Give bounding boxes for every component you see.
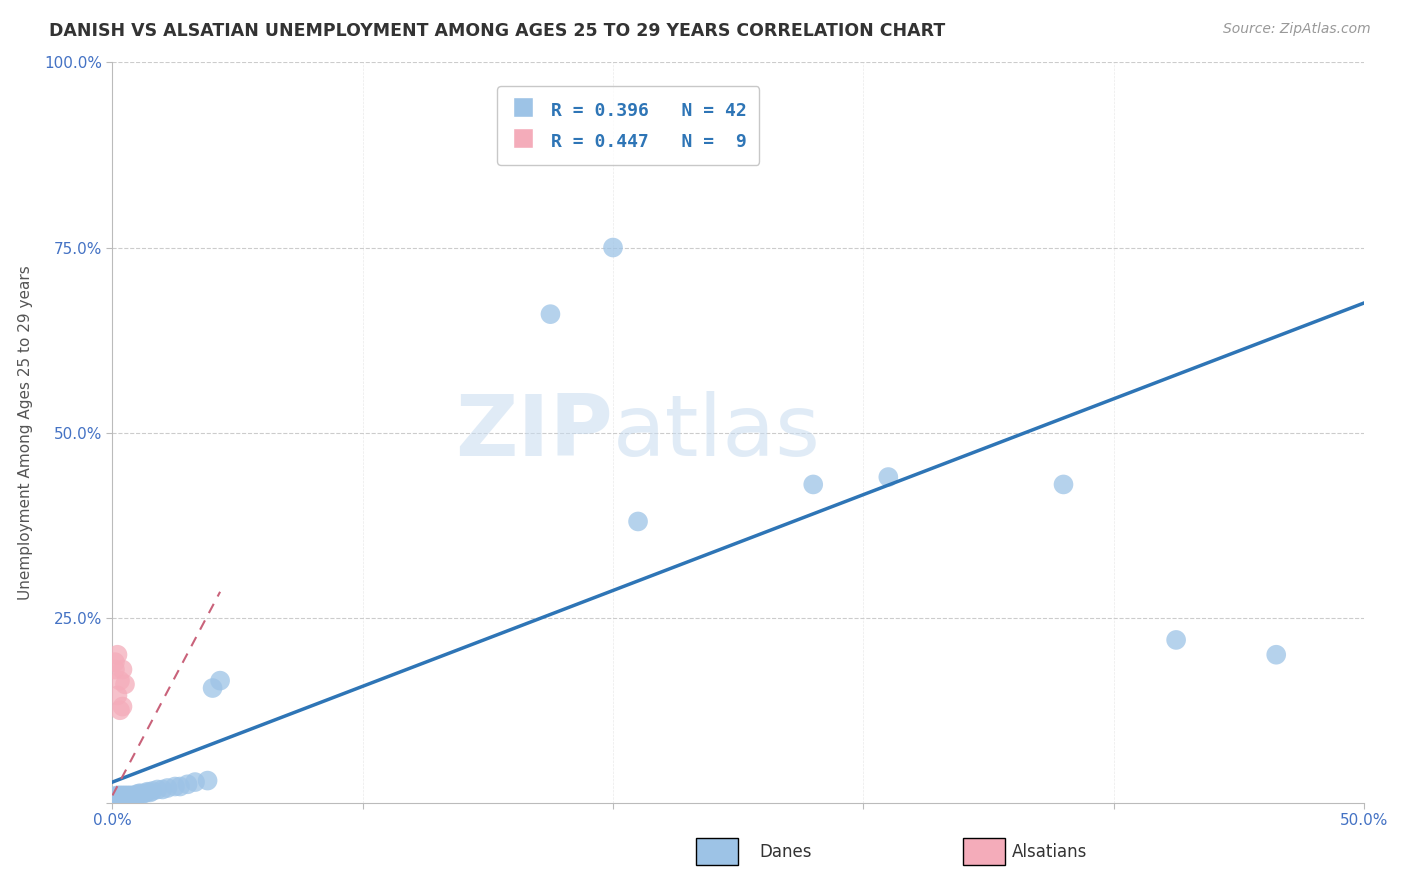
Point: [107, 648, 129, 662]
Point: [111, 789, 134, 803]
Point: [801, 477, 824, 491]
Point: [104, 790, 127, 805]
Text: atlas: atlas: [613, 391, 821, 475]
Point: [121, 789, 143, 804]
Legend: R = 0.396   N = 42, R = 0.447   N =  9: R = 0.396 N = 42, R = 0.447 N = 9: [496, 87, 759, 165]
Point: [111, 789, 134, 804]
Point: [209, 673, 232, 688]
Point: [104, 791, 127, 805]
Point: [131, 787, 153, 801]
Point: [1265, 648, 1288, 662]
Y-axis label: Unemployment Among Ages 25 to 29 years: Unemployment Among Ages 25 to 29 years: [18, 265, 32, 600]
Point: [163, 780, 186, 794]
Point: [114, 677, 136, 691]
Point: [129, 786, 152, 800]
Point: [111, 790, 134, 805]
Point: [156, 780, 179, 795]
Point: [141, 784, 163, 798]
Text: DANISH VS ALSATIAN UNEMPLOYMENT AMONG AGES 25 TO 29 YEARS CORRELATION CHART: DANISH VS ALSATIAN UNEMPLOYMENT AMONG AG…: [49, 22, 945, 40]
Point: [108, 789, 131, 804]
Point: [538, 307, 561, 321]
Point: [114, 790, 136, 805]
Text: Source: ZipAtlas.com: Source: ZipAtlas.com: [1223, 22, 1371, 37]
Point: [108, 673, 131, 688]
Point: [108, 703, 131, 717]
Point: [146, 782, 169, 797]
Point: [111, 699, 134, 714]
Point: [104, 663, 127, 677]
Point: [101, 789, 124, 804]
Point: [877, 470, 900, 484]
Point: [104, 789, 127, 804]
Point: [136, 785, 159, 799]
Point: [108, 790, 131, 805]
Point: [114, 789, 136, 804]
Point: [107, 689, 129, 703]
Point: [127, 789, 149, 803]
Point: [139, 785, 162, 799]
Point: [176, 777, 198, 791]
Point: [152, 782, 174, 797]
Point: [118, 789, 141, 804]
Point: [117, 789, 139, 804]
Point: [184, 775, 207, 789]
Point: [1052, 477, 1074, 491]
Point: [118, 789, 141, 803]
Text: Danes: Danes: [759, 843, 811, 861]
Point: [1164, 632, 1187, 647]
Point: [169, 780, 191, 794]
Text: Alsatians: Alsatians: [1012, 843, 1088, 861]
Point: [127, 787, 149, 801]
Point: [107, 790, 129, 805]
Point: [117, 789, 139, 803]
Point: [121, 789, 143, 803]
Point: [108, 789, 131, 803]
Point: [104, 655, 127, 669]
Point: [114, 789, 136, 803]
Point: [602, 240, 624, 255]
Point: [201, 681, 224, 695]
Point: [197, 773, 219, 788]
Point: [134, 786, 156, 800]
Point: [107, 789, 129, 803]
Point: [124, 789, 146, 803]
Point: [114, 789, 136, 804]
Point: [627, 515, 650, 529]
Point: [111, 663, 134, 677]
Point: [107, 789, 129, 804]
Text: ZIP: ZIP: [456, 391, 613, 475]
